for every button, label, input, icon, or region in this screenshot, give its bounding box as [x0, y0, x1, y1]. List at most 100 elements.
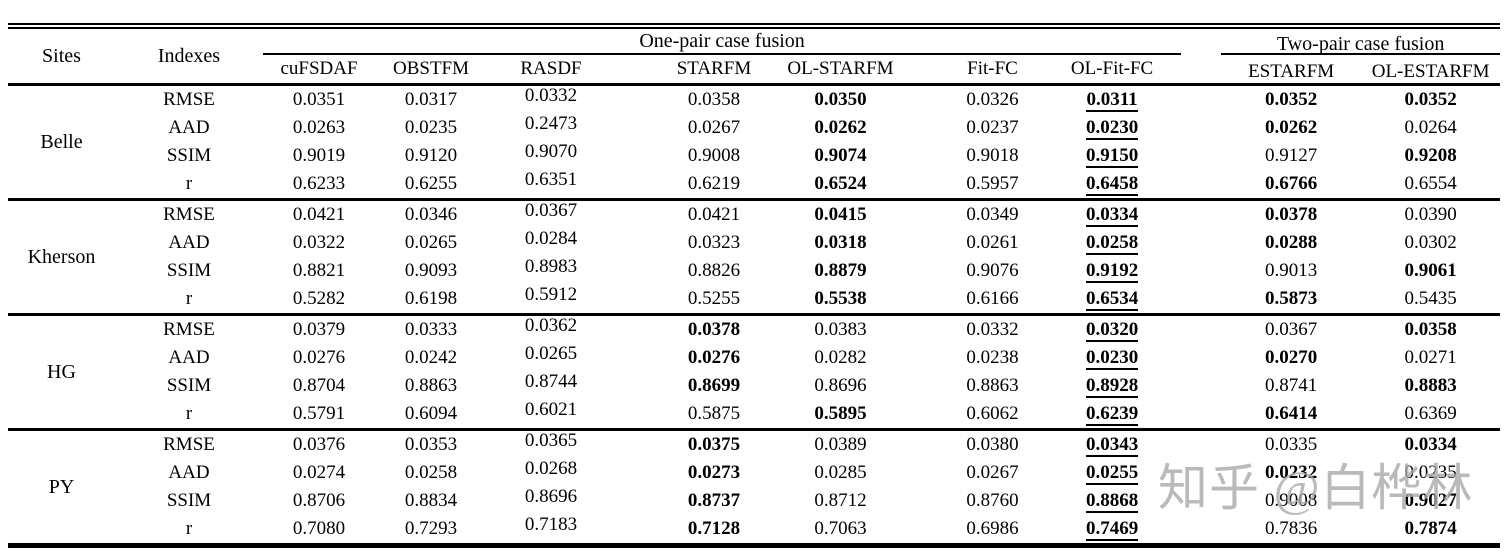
value-text: 0.8834: [404, 490, 458, 511]
value-cell: 0.0390: [1361, 198, 1501, 229]
gap-cell: [906, 313, 942, 344]
gap-cell: [615, 344, 653, 372]
value-text: 0.0380: [966, 434, 1019, 455]
value-text: 0.5538: [814, 288, 867, 309]
gap-cell: [906, 229, 942, 257]
site-cell: PY: [8, 428, 115, 546]
value-text: 0.8983: [524, 256, 578, 277]
value-cell: 0.0378: [1221, 198, 1362, 229]
value-cell: 0.0267: [942, 459, 1043, 487]
value-cell: 0.0261: [942, 229, 1043, 257]
value-text: 0.0311: [1086, 89, 1138, 112]
value-cell: 0.9150: [1043, 142, 1181, 170]
value-text: 0.0350: [814, 89, 867, 110]
table-row: Kherson RMSE 0.0421 0.0346 0.0367 0.0421 0.041…: [8, 198, 1501, 315]
group-header-one-pair-label: One-pair case fusion: [639, 29, 805, 52]
value-text: 0.0264: [1404, 117, 1457, 138]
value-cell: 0.5957: [942, 170, 1043, 200]
value-text: 0.0351: [292, 89, 346, 110]
value-cell: 0.0380: [942, 428, 1043, 459]
value-cell: 0.9074: [775, 142, 906, 170]
value-cell: 0.8741: [1221, 372, 1361, 400]
value-text: 0.7293: [404, 518, 458, 539]
value-cell: 0.0365: [487, 428, 615, 459]
index-cell: AAD: [168, 232, 210, 253]
value-text: 0.7080: [292, 518, 346, 539]
value-cell: 0.0263: [263, 114, 375, 142]
value-text: 0.0421: [292, 204, 346, 225]
value-cell: 0.0235: [375, 114, 487, 142]
value-cell: 0.0274: [263, 459, 375, 487]
table-row: r 0.7080 0.7293 0.7183 0.7128 0.7063 0.6986 0.7…: [8, 514, 1500, 546]
table-row: Belle RMSE 0.0351 0.0317 0.0332 0.0358 0.0350 0…: [8, 85, 1500, 153]
value-cell: 0.9093: [375, 257, 487, 285]
group-header-row: Sites Indexes One-pair case fusion Two-p…: [8, 29, 1501, 86]
gap-cell: [906, 344, 942, 372]
value-text: 0.0335: [1265, 434, 1318, 455]
value-cell: 0.6534: [1043, 285, 1181, 315]
table-row: PY RMSE 0.0376 0.0353 0.0365 0.0375 0.0389 0.03…: [8, 428, 1501, 546]
value-text: 0.8879: [814, 260, 867, 281]
value-cell: 0.0351: [263, 85, 375, 115]
value-text: 0.0334: [1085, 204, 1139, 227]
value-text: 0.0262: [814, 117, 867, 138]
value-text: 0.0323: [687, 232, 741, 253]
value-text: 0.0274: [292, 462, 346, 483]
value-cell: 0.0318: [775, 229, 906, 257]
value-cell: 0.9013: [1221, 257, 1361, 285]
value-cell: 0.0367: [1221, 313, 1362, 344]
value-text: 0.6062: [966, 403, 1019, 424]
value-cell: 0.7080: [263, 515, 375, 546]
value-cell: 0.7183: [487, 514, 615, 546]
value-text: 0.5282: [292, 288, 346, 309]
value-text: 0.8712: [814, 490, 867, 511]
value-cell: 0.5873: [1221, 285, 1361, 315]
value-text: 0.0375: [687, 434, 741, 455]
value-cell: 0.0276: [653, 344, 775, 372]
value-text: 0.0267: [687, 117, 741, 138]
value-text: 0.0320: [1085, 319, 1139, 342]
gap-cell: [615, 428, 653, 459]
value-text: 0.6766: [1265, 173, 1318, 194]
value-cell: 0.6766: [1221, 170, 1361, 200]
value-cell: 0.5538: [775, 285, 906, 315]
value-text: 0.8826: [687, 260, 741, 281]
value-text: 0.5895: [814, 403, 867, 424]
value-text: 0.9018: [966, 145, 1019, 166]
value-text: 0.6233: [292, 173, 346, 194]
value-text: 0.9120: [404, 145, 458, 166]
value-text: 0.0235: [404, 117, 458, 138]
gap-cell: [615, 142, 653, 170]
gap-cell: [1181, 313, 1222, 344]
gap-cell: [906, 285, 942, 315]
gap-cell: [1181, 515, 1221, 546]
value-text: 0.6198: [404, 288, 458, 309]
value-text: 0.6094: [404, 403, 458, 424]
value-text: 0.0379: [292, 319, 346, 340]
value-text: 0.0421: [687, 204, 741, 225]
value-cell: 0.6021: [487, 399, 615, 430]
gap-cell: [1181, 257, 1221, 285]
table-row: r 0.6233 0.6255 0.6351 0.6219 0.6524 0.5957 0.6…: [8, 169, 1500, 200]
value-cell: 0.9076: [942, 257, 1043, 285]
gap-cell: [906, 459, 942, 487]
value-cell: 0.0333: [375, 313, 487, 344]
value-cell: 0.0379: [263, 313, 375, 344]
value-cell: 0.0276: [263, 344, 375, 372]
method-header-rasdf: RASDF: [487, 54, 615, 86]
value-cell: 0.0415: [775, 198, 906, 229]
value-cell: 0.9008: [1221, 487, 1361, 515]
value-text: 0.0230: [1085, 117, 1139, 140]
value-cell: 0.7063: [775, 515, 906, 546]
value-text: 0.9192: [1085, 260, 1139, 283]
value-cell: 0.0271: [1361, 344, 1500, 372]
watermark-text: 知乎 @白桦林: [1158, 460, 1474, 516]
value-text: 0.0332: [524, 85, 578, 106]
value-cell: 0.8826: [653, 257, 775, 285]
gap-cell: [1181, 54, 1222, 86]
value-text: 0.0242: [404, 347, 458, 368]
value-text: 0.6458: [1085, 173, 1139, 196]
value-text: 0.8696: [524, 486, 578, 507]
value-cell: 0.7874: [1361, 515, 1500, 546]
method-header-cufsdaf: cuFSDAF: [263, 54, 375, 86]
